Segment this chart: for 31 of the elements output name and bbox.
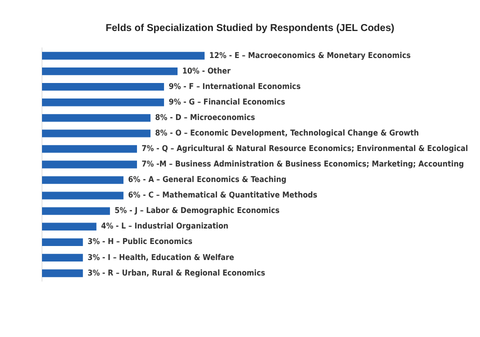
bar: [42, 145, 137, 153]
bar: [42, 222, 96, 230]
bar: [42, 83, 164, 91]
data-label: 7% - Q – Agricultural & Natural Resource Economics; Environmental & Ecological: [142, 144, 468, 154]
data-label: 10% - Other: [182, 66, 232, 76]
data-label: 8% - O – Economic Development, Technological Change & Growth: [155, 128, 419, 138]
bar: [42, 176, 124, 184]
data-label: 6% - C – Mathematical & Quantitative Methods: [128, 190, 318, 200]
data-label: 6% - A – General Economics & Teaching: [128, 175, 286, 184]
data-label: 9% - G – Financial Economics: [168, 97, 286, 106]
bar: [42, 98, 164, 106]
data-label: 9% - F – International Economics: [168, 82, 301, 91]
bar: [42, 269, 83, 278]
data-label: 8% - D – Microeconomics: [155, 112, 256, 122]
data-label: 3% - R – Urban, Rural & Regional Economics: [88, 268, 266, 278]
data-label: 4% - L – Industrial Organization: [101, 222, 228, 231]
bar: [42, 238, 83, 246]
bar: [42, 160, 137, 168]
bar: [42, 130, 151, 138]
data-label: 12% - E – Macroeconomics & Monetary Economics: [209, 50, 411, 60]
bar: [42, 207, 110, 215]
bar: [42, 52, 205, 60]
data-label: 3% - I – Health, Education & Welfare: [88, 252, 234, 262]
text: Felds of Specialization Studied by Respondents (JEL Codes): [106, 22, 394, 34]
bar: [42, 67, 178, 76]
bar: [42, 114, 151, 122]
data-label: 7% -M – Business Administration & Business Economics; Marketing; Accounting: [142, 160, 464, 169]
bar: [42, 192, 124, 200]
data-label: 5% - J – Labor & Demographic Economics: [114, 206, 280, 216]
bar: [42, 254, 83, 262]
data-label: 3% - H – Public Economics: [88, 237, 192, 246]
